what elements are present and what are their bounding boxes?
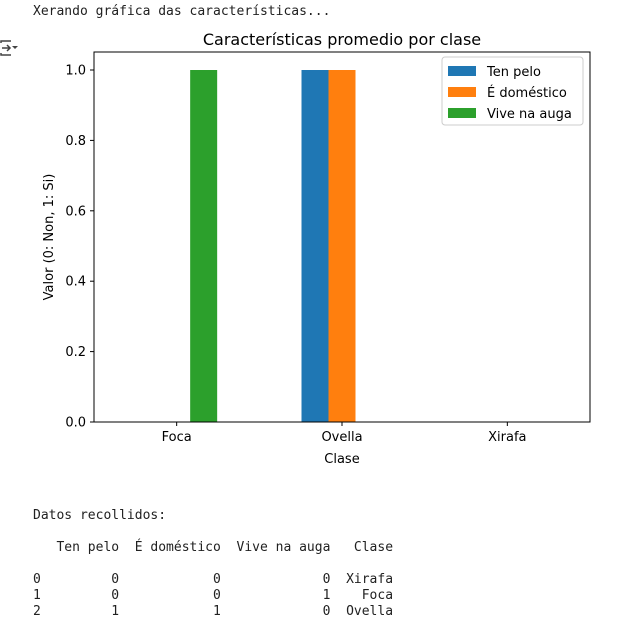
x-tick-label: Ovella bbox=[321, 430, 362, 445]
output-toggle-icon[interactable] bbox=[0, 40, 18, 56]
y-tick-label: 0.4 bbox=[65, 275, 86, 290]
table-row: 0 0 0 0 Xirafa bbox=[33, 572, 394, 587]
bar-chart: Características promedio por clase 0.0 0.… bbox=[42, 30, 591, 467]
x-tick-label: Xirafa bbox=[488, 430, 526, 445]
y-tick-label: 0.6 bbox=[65, 204, 86, 219]
bar bbox=[328, 70, 356, 422]
legend-swatch bbox=[448, 87, 476, 97]
table-row: 1 0 0 1 Foca bbox=[33, 588, 394, 603]
legend: Ten pelo É doméstico Vive na auga bbox=[441, 56, 584, 126]
table-header: Ten pelo É doméstico Vive na auga Clase bbox=[33, 540, 394, 555]
status-line: Xerando gráfica das características... bbox=[33, 4, 331, 19]
table-row: 2 1 1 0 Ovella bbox=[33, 604, 394, 619]
bar bbox=[190, 70, 218, 422]
data-table: Datos recollidos: Ten pelo É doméstico V… bbox=[33, 492, 393, 636]
x-axis-label: Clase bbox=[324, 452, 359, 467]
x-tick-label: Foca bbox=[162, 430, 192, 445]
axes-frame bbox=[93, 51, 591, 423]
y-tick-label: 0.2 bbox=[65, 345, 86, 360]
legend-label: Ten pelo bbox=[486, 65, 541, 80]
legend-label: É doméstico bbox=[487, 85, 567, 101]
y-axis-label: Valor (0: Non, 1: Si) bbox=[42, 174, 57, 301]
y-tick-label: 0.0 bbox=[65, 416, 86, 431]
y-tick-label: 1.0 bbox=[65, 64, 86, 79]
legend-swatch bbox=[448, 108, 476, 118]
chart-title: Características promedio por clase bbox=[203, 30, 481, 49]
legend-swatch bbox=[448, 66, 476, 76]
table-title: Datos recollidos: bbox=[33, 508, 167, 523]
legend-label: Vive na auga bbox=[487, 107, 572, 122]
bar bbox=[301, 70, 329, 422]
y-tick-label: 0.8 bbox=[65, 134, 86, 149]
